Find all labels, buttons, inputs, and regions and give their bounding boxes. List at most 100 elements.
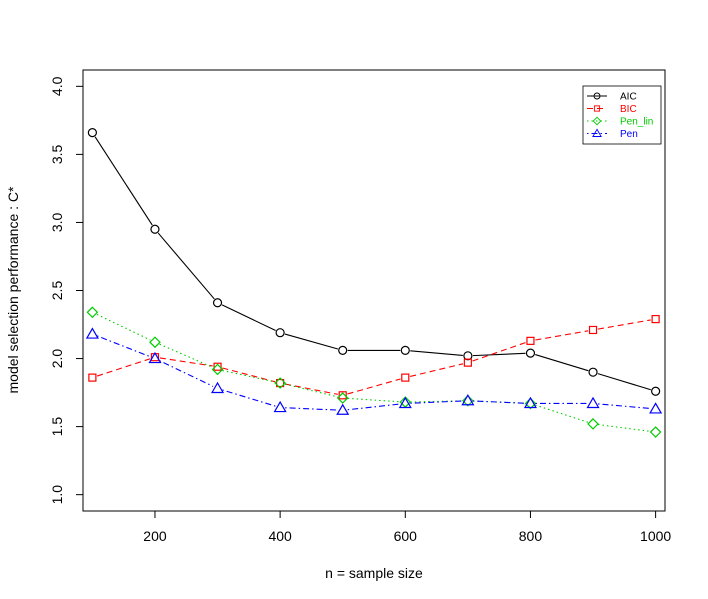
x-axis-label: n = sample size xyxy=(325,565,423,581)
series-line-segment xyxy=(221,304,276,332)
y-tick-label: 2.0 xyxy=(49,349,65,369)
series-line-segment xyxy=(94,136,153,226)
series-line-segment xyxy=(347,403,401,411)
x-tick-label: 800 xyxy=(519,528,543,544)
series-line-segment xyxy=(535,330,589,341)
y-axis-label: model selection performance : C* xyxy=(5,186,21,394)
data-point-square xyxy=(276,378,285,388)
series-line-segment xyxy=(96,335,151,358)
x-tick-label: 400 xyxy=(268,528,292,544)
data-point-square xyxy=(526,336,535,345)
series-line-segment xyxy=(222,389,276,407)
series-line-segment xyxy=(347,397,401,403)
data-point-circle xyxy=(338,345,348,355)
data-point-diamond xyxy=(86,306,99,319)
series-line-segment xyxy=(597,373,651,391)
data-point-diamond xyxy=(649,426,662,438)
series-bic xyxy=(88,314,660,400)
data-point-circle xyxy=(87,128,97,138)
y-tick-label: 1.5 xyxy=(49,417,65,437)
series-line-segment xyxy=(410,400,463,403)
series-line-segment xyxy=(284,383,338,395)
plot-frame xyxy=(82,69,666,512)
series-pen-lin xyxy=(86,306,662,438)
legend-label: AIC xyxy=(620,92,637,103)
legend-marker xyxy=(593,92,601,100)
data-point-square xyxy=(338,391,347,400)
series-line-segment xyxy=(472,400,526,404)
data-point-diamond xyxy=(211,363,224,376)
data-point-triangle xyxy=(649,402,663,414)
data-point-triangle xyxy=(211,381,225,394)
series-line-segment xyxy=(597,423,651,432)
series-line-segment xyxy=(410,363,464,377)
data-point-diamond xyxy=(462,394,474,407)
series-line-segment xyxy=(285,407,338,411)
data-point-triangle xyxy=(586,396,600,409)
series-layer xyxy=(85,128,663,438)
data-point-square xyxy=(588,325,598,335)
x-tick-label: 1000 xyxy=(640,528,671,544)
series-line-segment xyxy=(222,367,276,383)
data-point-triangle xyxy=(523,396,537,409)
data-point-circle xyxy=(212,298,223,308)
legend-label: Pen xyxy=(620,129,638,140)
series-line-segment xyxy=(472,352,526,357)
y-tick-label: 3.5 xyxy=(49,144,65,164)
series-line-segment xyxy=(347,378,401,395)
data-point-triangle xyxy=(273,400,287,413)
data-point-triangle xyxy=(85,327,99,339)
x-tick-label: 200 xyxy=(143,528,167,544)
series-line-segment xyxy=(535,404,589,423)
data-point-diamond xyxy=(274,377,286,389)
legend-marker xyxy=(592,128,602,137)
series-line-segment xyxy=(222,369,276,383)
data-point-triangle xyxy=(398,396,412,409)
data-point-circle xyxy=(651,386,661,396)
series-line-segment xyxy=(410,400,463,404)
series-line-segment xyxy=(535,354,589,372)
data-point-circle xyxy=(463,351,473,361)
series-aic xyxy=(87,128,661,396)
data-point-triangle xyxy=(461,394,475,406)
y-tick-label: 2.5 xyxy=(49,281,65,301)
series-line-segment xyxy=(159,360,214,387)
y-tick-label: 4.0 xyxy=(49,76,65,96)
data-point-circle xyxy=(400,345,410,355)
series-line-segment xyxy=(410,350,463,356)
data-point-square xyxy=(88,373,97,382)
data-point-circle xyxy=(588,367,598,377)
data-point-diamond xyxy=(524,397,537,410)
data-point-diamond xyxy=(336,392,349,404)
data-point-square xyxy=(463,358,472,367)
data-point-circle xyxy=(275,328,285,338)
x-tick-label: 600 xyxy=(394,528,418,544)
data-point-triangle xyxy=(148,351,162,364)
legend-item: AIC xyxy=(587,92,637,103)
legend-item: Pen_lin xyxy=(587,117,653,128)
legend-marker xyxy=(593,105,601,112)
legend-label: Pen_lin xyxy=(620,117,653,128)
series-line-segment xyxy=(157,232,215,300)
series-line-segment xyxy=(284,333,339,350)
legend-label: BIC xyxy=(620,104,637,115)
data-point-square xyxy=(213,362,222,371)
series-line-segment xyxy=(96,313,151,341)
legend-item: Pen xyxy=(587,128,638,140)
data-point-triangle xyxy=(336,403,350,415)
y-tick-label: 1.0 xyxy=(49,485,65,505)
series-line-segment xyxy=(597,403,651,410)
series-line-segment xyxy=(284,383,338,398)
data-point-square xyxy=(401,373,410,382)
legend-marker xyxy=(592,116,602,126)
y-axis: 1.0 1.5 2.0 2.5 3.0 3.5 4.0 xyxy=(49,76,84,505)
series-line-segment xyxy=(159,357,213,367)
data-point-diamond xyxy=(587,418,599,430)
data-point-square xyxy=(651,314,660,324)
series-line-segment xyxy=(159,343,214,368)
x-axis: 200 400 600 800 1000 xyxy=(143,510,671,544)
data-point-circle xyxy=(150,224,160,234)
series-line-segment xyxy=(96,358,151,377)
